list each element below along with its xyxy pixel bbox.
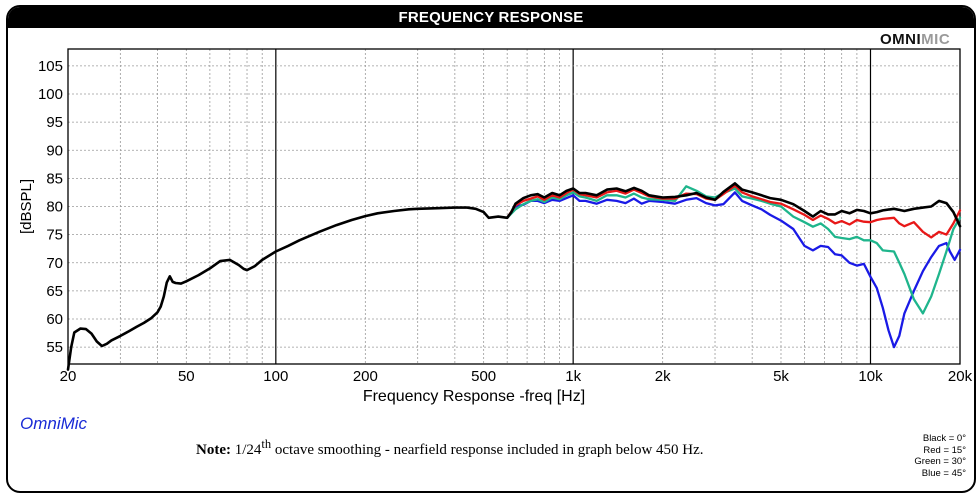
legend-entry-black: Black = 0° — [922, 433, 966, 444]
legend-entry-green: Green = 30° — [914, 456, 966, 467]
series-line-1 — [506, 185, 962, 315]
series-line-0 — [506, 191, 962, 349]
y-tick-label: 105 — [38, 58, 63, 75]
legend-entry-red: Red = 15° — [923, 444, 966, 456]
omnimic-logo: OMNIMIC — [880, 31, 950, 48]
x-tick-label: 200 — [353, 368, 378, 385]
y-tick-label: 65 — [46, 283, 63, 300]
y-axis-label: [dBSPL] — [18, 179, 35, 234]
x-tick-label: 50 — [178, 368, 195, 385]
y-tick-label: 90 — [46, 142, 63, 159]
x-tick-label: 20 — [60, 368, 77, 385]
x-axis-label: Frequency Response -freq [Hz] — [363, 388, 585, 405]
logo-part2: MIC — [921, 31, 951, 48]
y-tick-label: 100 — [38, 86, 63, 103]
x-tick-label: 100 — [263, 368, 288, 385]
chart-title: FREQUENCY RESPONSE — [8, 7, 974, 28]
angle-legend: Black = 0° Red = 15° Green = 30° Blue = … — [914, 433, 966, 479]
y-tick-label: 95 — [46, 114, 63, 131]
brand-label: OmniMic — [20, 414, 88, 433]
note-label: Note: — [196, 442, 231, 458]
plot-border — [67, 48, 961, 365]
y-tick-label: 80 — [46, 199, 63, 216]
logo-part1: OMNI — [880, 31, 922, 48]
x-tick-label: 5k — [773, 368, 789, 385]
note-pre: 1/24 — [234, 442, 262, 458]
y-tick-label: 60 — [46, 311, 63, 328]
x-tick-label: 500 — [471, 368, 496, 385]
note-sup: th — [261, 437, 272, 451]
legend-entry-blue: Blue = 45° — [921, 467, 966, 479]
x-tick-label: 2k — [655, 368, 671, 385]
x-tick-label: 20k — [948, 368, 973, 385]
y-tick-label: 75 — [46, 227, 63, 244]
x-tick-label: 10k — [858, 368, 883, 385]
y-tick-label: 55 — [46, 339, 63, 356]
x-tick-label: 1k — [565, 368, 581, 385]
series-line-3 — [66, 182, 962, 371]
smoothing-note: Note: 1/24th octave smoothing - nearfiel… — [196, 437, 704, 459]
note-post: octave smoothing - nearfield response in… — [271, 442, 704, 458]
y-tick-label: 70 — [46, 255, 63, 272]
y-tick-label: 85 — [46, 170, 63, 187]
